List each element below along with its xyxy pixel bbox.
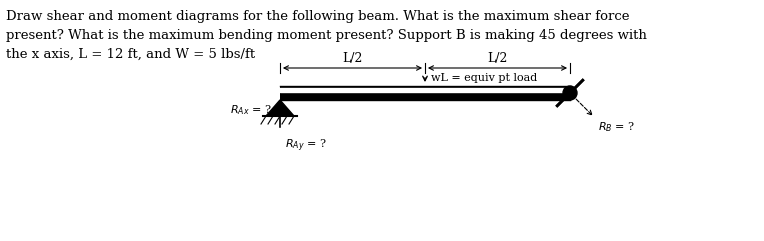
Text: $R_{Ax}$ = ?: $R_{Ax}$ = ? — [230, 103, 272, 117]
Text: Draw shear and moment diagrams for the following beam. What is the maximum shear: Draw shear and moment diagrams for the f… — [6, 10, 630, 23]
Text: $R_{Ay}$ = ?: $R_{Ay}$ = ? — [285, 138, 327, 154]
Text: present? What is the maximum bending moment present? Support B is making 45 degr: present? What is the maximum bending mom… — [6, 29, 647, 42]
Circle shape — [563, 86, 577, 100]
Text: L/2: L/2 — [487, 52, 508, 65]
Text: the x axis, L = 12 ft, and W = 5 lbs/ft: the x axis, L = 12 ft, and W = 5 lbs/ft — [6, 48, 255, 61]
Text: L/2: L/2 — [342, 52, 363, 65]
Polygon shape — [266, 100, 294, 116]
Text: $R_{B}$ = ?: $R_{B}$ = ? — [597, 120, 635, 134]
Bar — [280, 86, 570, 100]
Text: wL = equiv pt load: wL = equiv pt load — [431, 73, 537, 83]
